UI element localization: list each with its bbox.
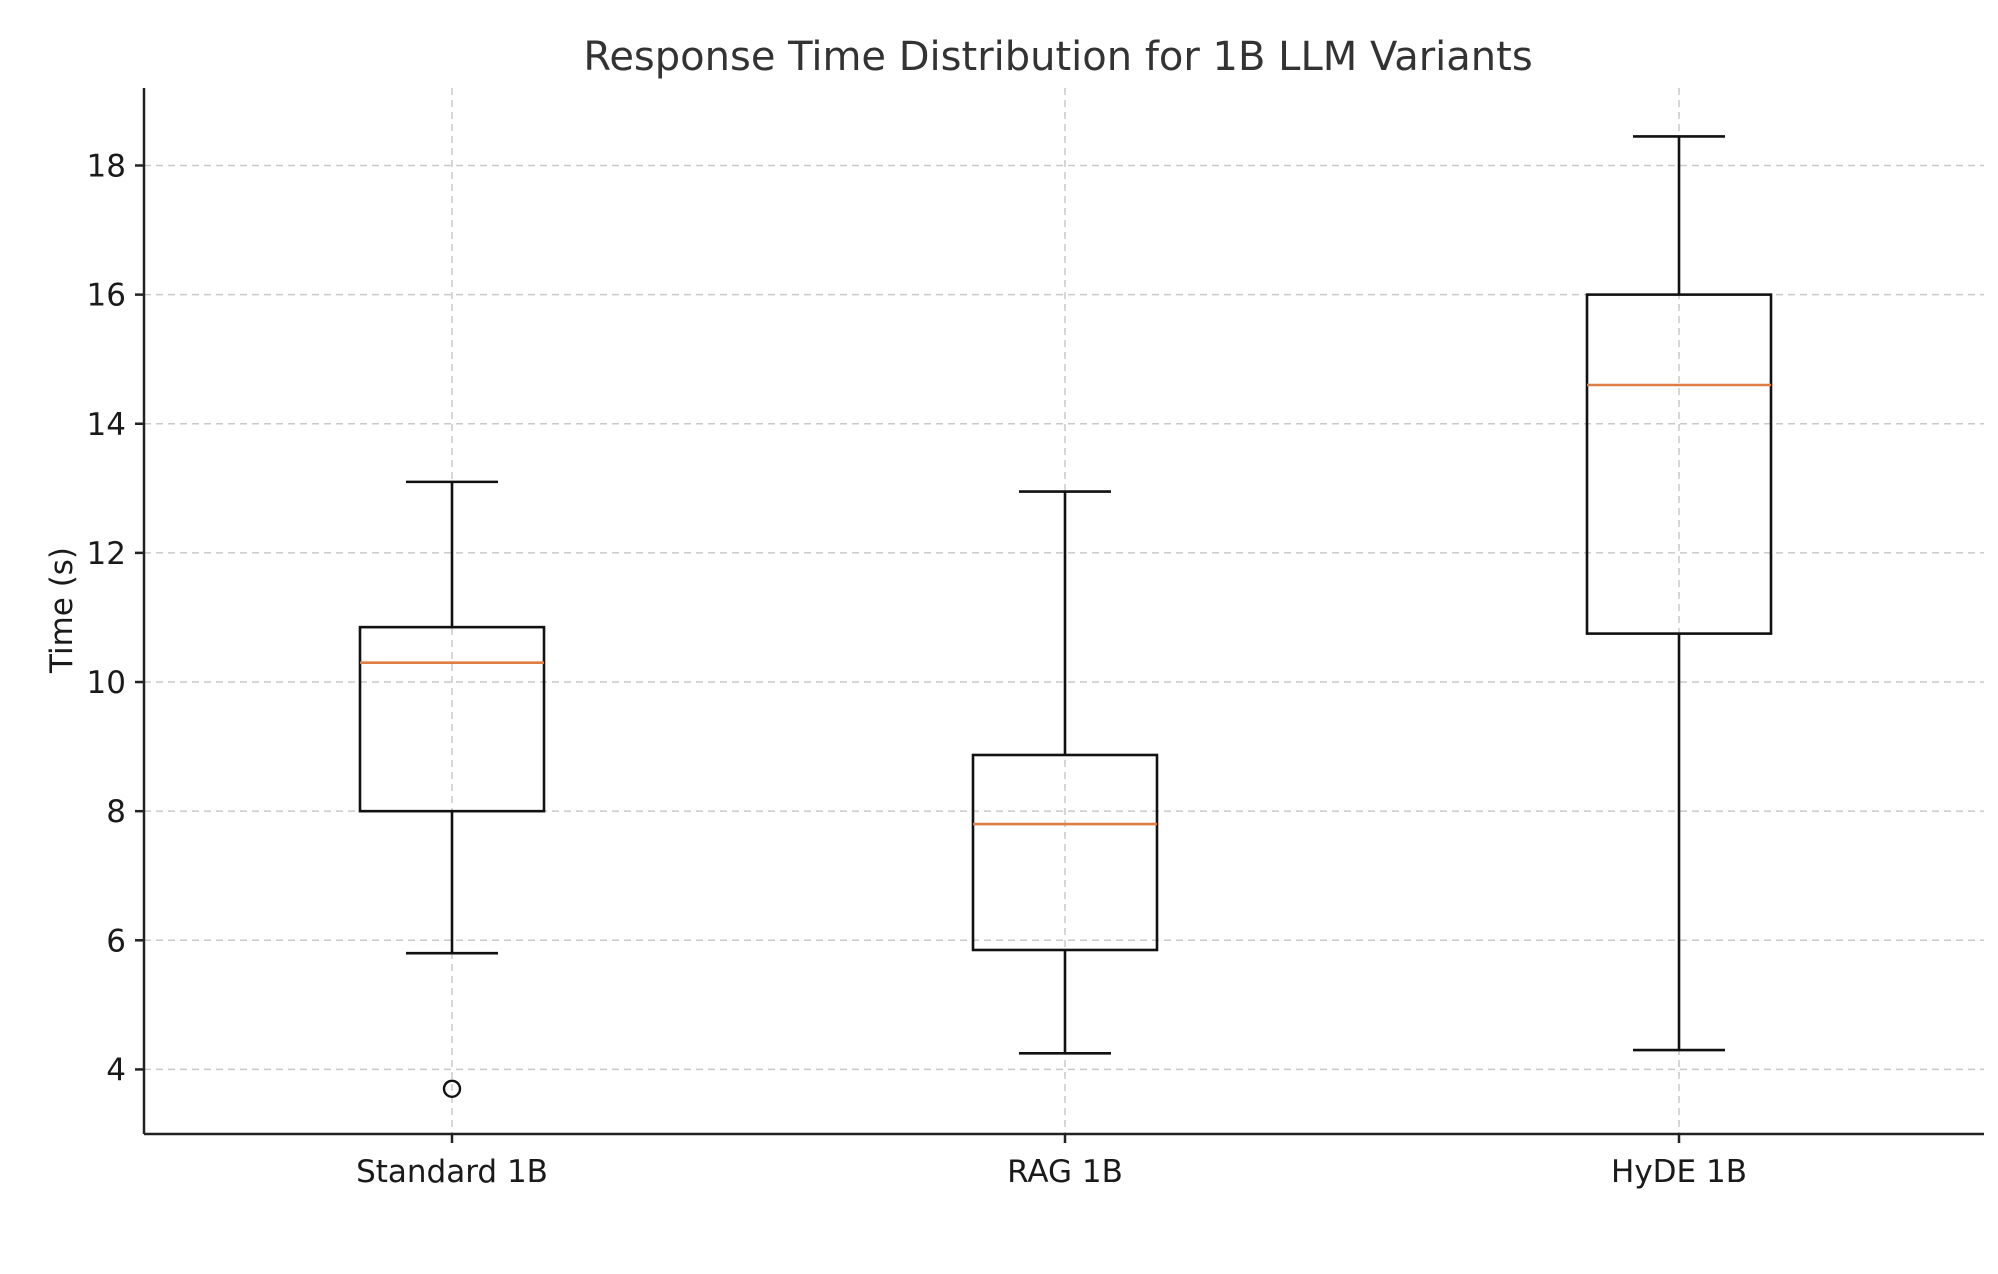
x-tick-label: Standard 1B — [356, 1154, 548, 1190]
chart-title: Response Time Distribution for 1B LLM Va… — [583, 34, 1532, 80]
y-tick-label: 6 — [106, 923, 126, 959]
x-tick-label: RAG 1B — [1007, 1154, 1123, 1190]
box-rag-1b — [971, 490, 1159, 1055]
box-layer — [358, 135, 1773, 1099]
axis-layer: 4 6 8 10 12 14 16 18 Standard 1B RAG 1B HyDE 1B — [87, 88, 1984, 1190]
box-hyde-1b — [1585, 135, 1773, 1052]
outlier-point — [442, 1079, 462, 1099]
y-tick-label: 16 — [87, 278, 126, 314]
box-standard-1b — [358, 480, 546, 1099]
iqr-box — [358, 625, 546, 813]
y-tick-label: 10 — [87, 665, 126, 701]
iqr-box — [1585, 293, 1773, 635]
y-tick-label: 18 — [87, 148, 126, 184]
iqr-box — [971, 753, 1159, 952]
x-tick-label: HyDE 1B — [1611, 1154, 1747, 1190]
y-axis-label: Time (s) — [44, 547, 80, 674]
y-tick-label: 12 — [87, 536, 126, 572]
y-tick-label: 8 — [106, 794, 126, 830]
y-tick-label: 14 — [87, 407, 126, 443]
y-tick-label: 4 — [106, 1052, 126, 1088]
